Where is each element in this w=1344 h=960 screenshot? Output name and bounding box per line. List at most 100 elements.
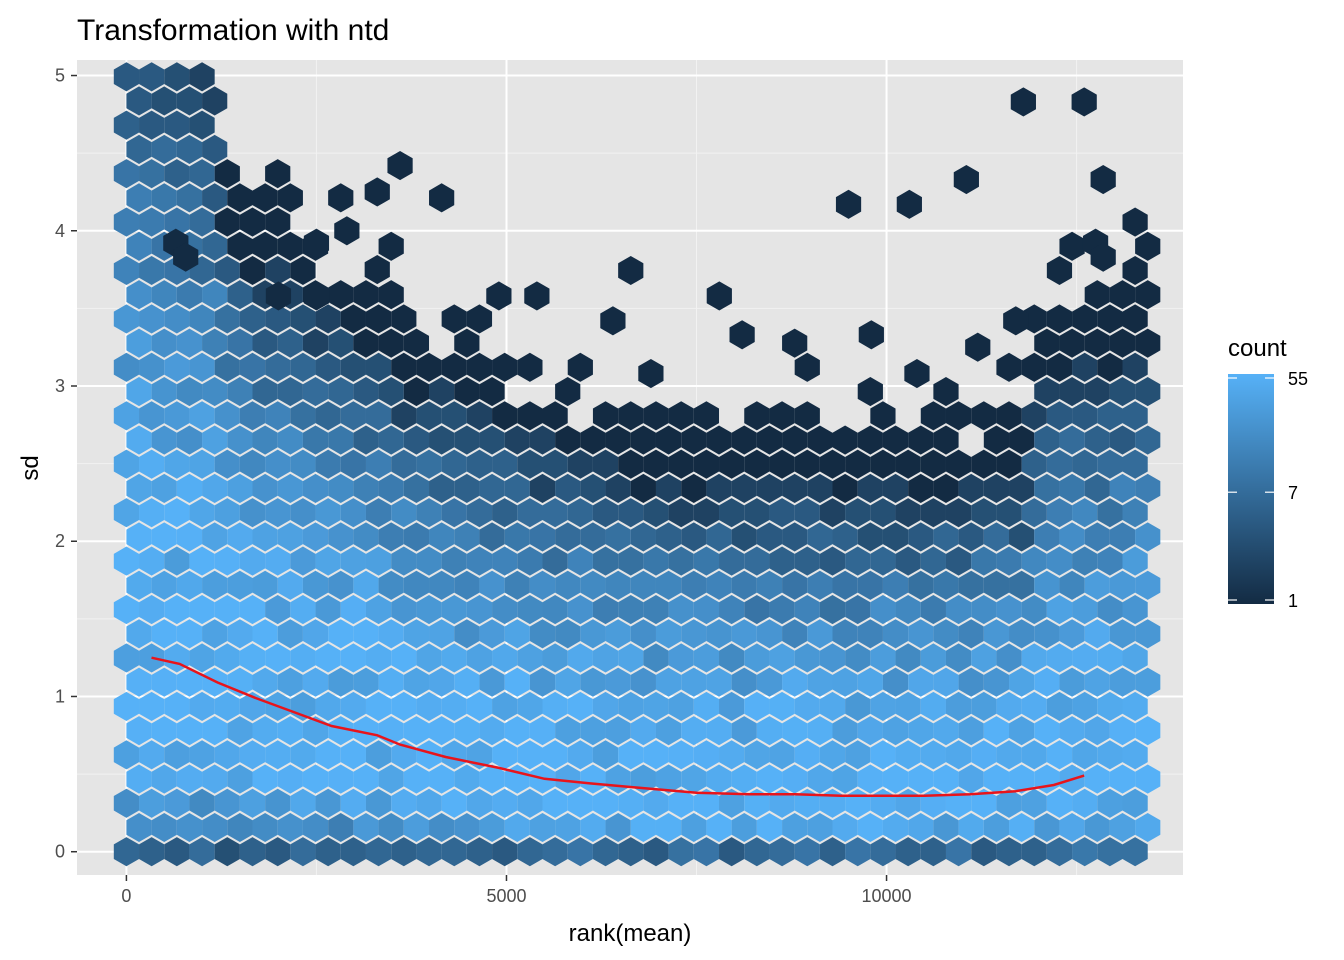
hex-bin xyxy=(126,134,152,164)
hex-bin xyxy=(782,667,808,697)
hex-bin xyxy=(1084,328,1110,358)
hex-bin xyxy=(1122,255,1148,286)
hex-bin xyxy=(794,740,820,770)
hex-bin xyxy=(139,304,165,334)
hex-bin xyxy=(176,812,203,843)
hex-bin xyxy=(429,667,455,697)
hex-bin xyxy=(492,788,518,818)
hex-bin xyxy=(756,425,783,455)
hex-bin xyxy=(819,691,846,721)
hex-bin xyxy=(630,522,656,552)
hex-bin xyxy=(983,570,1010,600)
hex-bin xyxy=(567,498,593,528)
hex-bin xyxy=(214,304,240,334)
legend-colorbar xyxy=(1228,374,1274,604)
hex-bin xyxy=(845,740,871,770)
hex-bin xyxy=(681,522,707,552)
hex-bin xyxy=(441,643,467,673)
hex-bin xyxy=(214,837,240,867)
hex-bin xyxy=(227,328,253,358)
hex-bin xyxy=(769,546,795,576)
hex-bin xyxy=(971,837,997,867)
hex-bin xyxy=(302,570,329,600)
hex-bin xyxy=(681,764,707,794)
hex-bin xyxy=(189,62,215,92)
hex-bin xyxy=(353,473,379,504)
hex-bin xyxy=(340,691,366,721)
hex-bin xyxy=(794,449,820,479)
hex-bin xyxy=(252,812,278,843)
hex-bin xyxy=(895,449,921,479)
y-axis-ticks: 0 1 2 3 4 5 xyxy=(55,66,77,862)
hex-bin xyxy=(731,425,757,455)
hex-bin xyxy=(769,788,795,818)
hex-bin xyxy=(945,691,972,721)
hex-bin xyxy=(857,377,883,407)
hex-bin xyxy=(441,498,467,528)
hex-bin xyxy=(882,570,909,600)
hex-bin xyxy=(214,643,240,673)
hex-bin-outlier xyxy=(904,359,930,389)
hex-bin xyxy=(958,812,984,843)
hex-bin xyxy=(504,667,530,697)
hex-bin xyxy=(1021,401,1047,431)
hex-bin xyxy=(971,594,997,625)
hex-bin xyxy=(479,716,505,746)
hex-bin xyxy=(1084,570,1110,600)
hex-bin xyxy=(1046,498,1073,528)
hex-bin xyxy=(365,304,392,334)
hex-bin xyxy=(340,740,366,770)
hex-bin xyxy=(164,304,190,334)
hex-bin xyxy=(1097,352,1123,382)
hex-bin xyxy=(365,546,392,576)
hex-bin xyxy=(479,667,505,697)
hex-bin xyxy=(227,377,253,407)
hex-bin xyxy=(1135,328,1161,358)
hex-bin xyxy=(1109,764,1136,794)
hex-bin xyxy=(403,716,430,746)
hex-bin xyxy=(1109,377,1136,407)
hex-bin xyxy=(139,207,165,237)
hex-bin xyxy=(202,280,228,310)
hex-bin xyxy=(832,619,858,649)
hex-bin xyxy=(1072,352,1098,382)
hex-bin xyxy=(277,377,303,407)
hex-bin xyxy=(113,352,140,382)
hex-bin xyxy=(605,716,631,746)
hex-bin xyxy=(908,812,934,843)
hex-bin xyxy=(731,522,757,552)
hex-bin xyxy=(164,837,190,867)
hex-bin xyxy=(567,691,593,721)
hex-bin xyxy=(1135,377,1161,407)
hex-bin xyxy=(555,812,581,843)
hex-bin xyxy=(832,667,858,697)
hex-bin xyxy=(126,619,152,649)
hex-bin xyxy=(933,812,959,843)
hex-bin xyxy=(643,594,669,625)
hex-bin xyxy=(882,619,909,649)
hex-bin xyxy=(176,522,203,552)
hex-bin xyxy=(744,691,770,721)
hex-bin xyxy=(239,498,266,528)
hex-bin xyxy=(265,401,291,431)
hex-bin xyxy=(807,522,833,552)
hex-bin xyxy=(882,764,909,794)
hex-bin xyxy=(643,691,669,721)
hex-bin xyxy=(580,764,606,794)
hex-bin xyxy=(933,764,959,794)
hex-bin xyxy=(807,619,833,649)
hex-bin xyxy=(416,498,442,528)
hex-bin xyxy=(719,449,745,479)
hex-bin xyxy=(517,498,543,528)
hex-bin xyxy=(315,401,341,431)
hex-bin xyxy=(189,788,215,818)
hex-bin xyxy=(895,691,921,721)
hex-bin xyxy=(1034,570,1060,600)
hex-bin xyxy=(744,740,770,770)
hex-bin xyxy=(693,740,720,770)
hex-bin xyxy=(328,522,354,552)
hex-bin xyxy=(1109,328,1136,358)
hex-bin xyxy=(1122,643,1148,673)
hex-bin xyxy=(492,352,518,382)
hex-bin xyxy=(315,691,341,721)
